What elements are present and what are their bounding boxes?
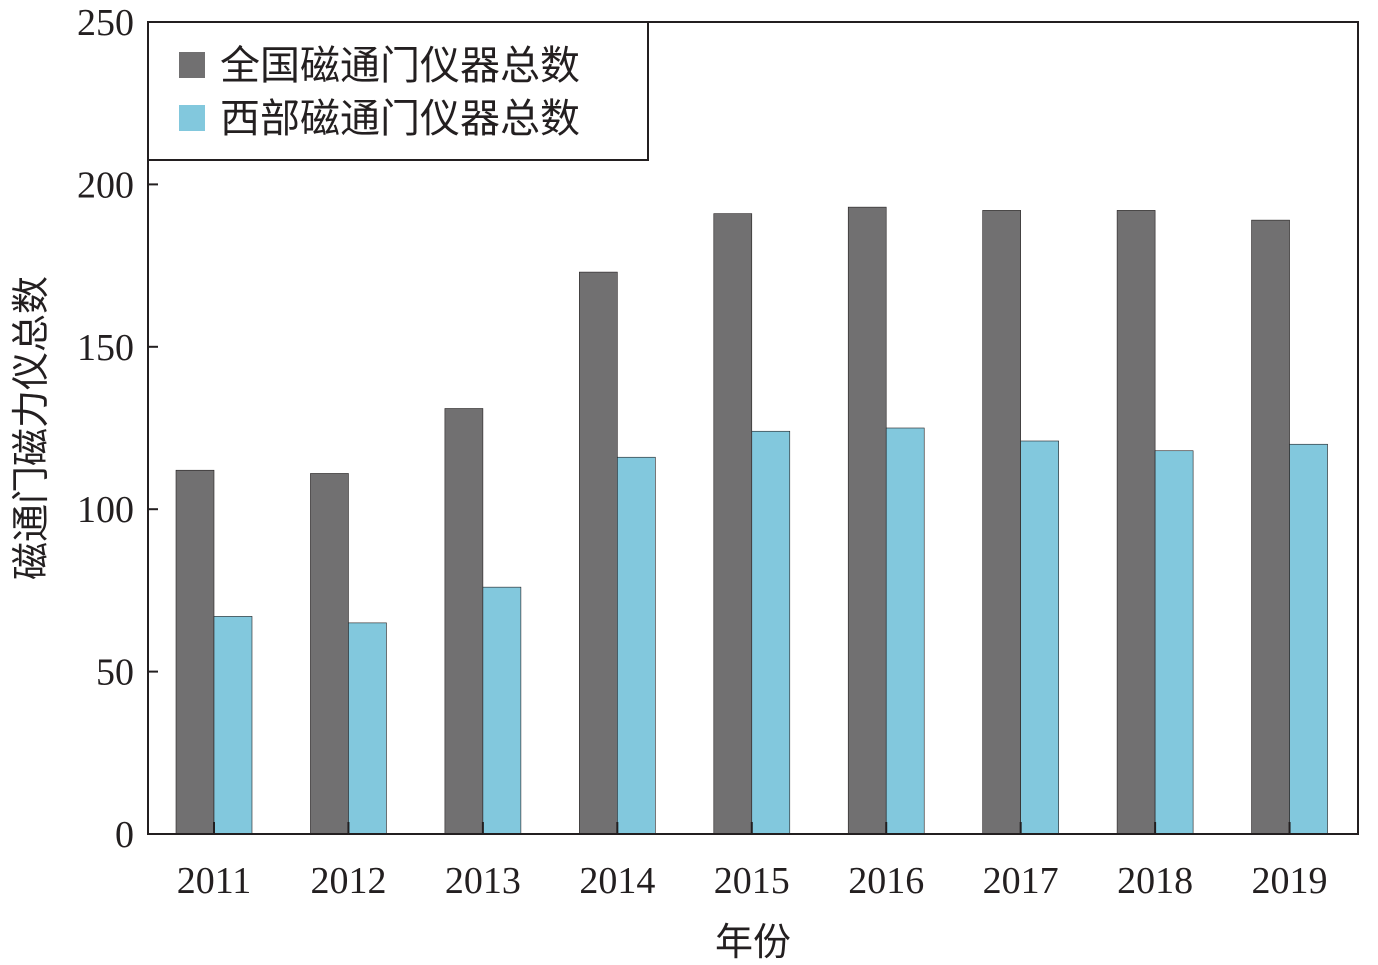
bar-national-2014 (579, 271, 618, 835)
x-tick-label: 2012 (310, 860, 386, 902)
x-tick-label: 2015 (714, 860, 790, 902)
x-tick-label: 2014 (579, 860, 655, 902)
bar-national-2017 (982, 210, 1021, 835)
bar-west-2014 (617, 456, 656, 835)
x-tick-label: 2018 (1117, 860, 1193, 902)
legend: 全国磁通门仪器总数 西部磁通门仪器总数 (147, 21, 649, 161)
bars-layer (175, 206, 1328, 835)
y-tick-label: 250 (77, 2, 134, 44)
bar-national-2012 (310, 473, 349, 835)
bar-west-2017 (1020, 440, 1059, 835)
legend-swatch-national (179, 52, 205, 78)
x-tick-label: 2013 (445, 860, 521, 902)
bar-national-2018 (1116, 210, 1156, 835)
bar-national-2011 (175, 469, 215, 835)
y-axis-title: 磁通门磁力仪总数 (9, 276, 53, 580)
x-axis-title: 年份 (715, 920, 791, 964)
bar-west-2018 (1154, 450, 1194, 835)
bar-west-2016 (885, 427, 925, 835)
bar-national-2015 (713, 213, 753, 835)
y-tick-label: 200 (77, 164, 134, 206)
y-tick-label: 50 (96, 652, 134, 694)
bar-national-2013 (444, 408, 484, 835)
x-axis: 2011 2012 2013 2014 2015 2016 2017 2018 2019 (177, 822, 1328, 902)
legend-label-west: 西部磁通门仪器总数 (220, 96, 580, 142)
y-tick-label: 150 (77, 327, 134, 369)
legend-label-national: 全国磁通门仪器总数 (220, 43, 580, 89)
x-tick-label: 2017 (983, 860, 1059, 902)
bar-west-2013 (482, 586, 522, 835)
x-tick-label: 2016 (848, 860, 924, 902)
bar-west-2019 (1289, 443, 1328, 835)
legend-swatch-west (179, 105, 205, 131)
bar-west-2011 (213, 616, 253, 835)
bar-west-2012 (348, 622, 387, 835)
plot-frame (147, 21, 1359, 835)
bar-national-2016 (847, 206, 887, 835)
x-tick-label: 2011 (177, 860, 252, 902)
x-tick-label: 2019 (1252, 860, 1328, 902)
y-tick-label: 0 (115, 814, 134, 856)
bar-west-2015 (751, 430, 791, 835)
y-axis: 0 50 100 150 200 250 (77, 2, 158, 856)
bar-national-2019 (1251, 219, 1290, 835)
legend-box (147, 21, 649, 161)
y-tick-label: 100 (77, 489, 134, 531)
